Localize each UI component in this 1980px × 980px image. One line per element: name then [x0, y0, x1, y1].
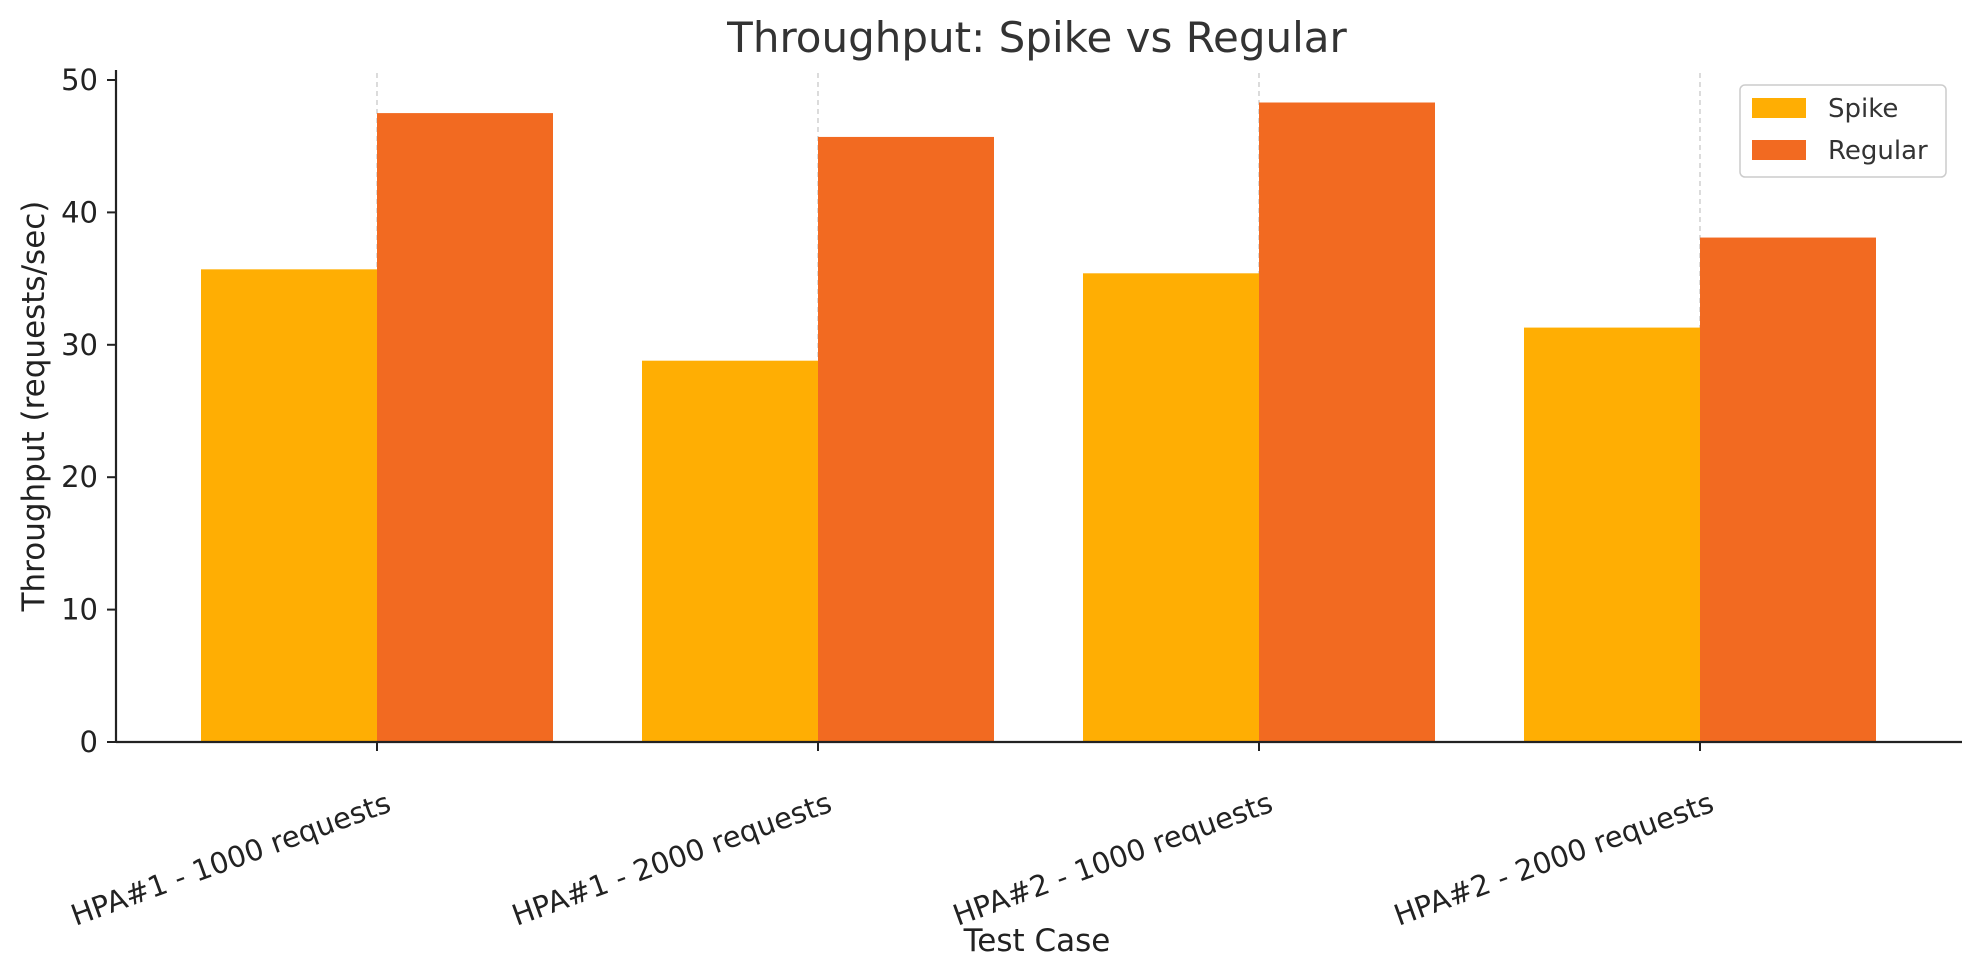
bar-regular — [1259, 102, 1435, 743]
bar-spike — [642, 360, 818, 742]
y-tick-label: 30 — [61, 328, 98, 362]
x-axis-label: Test Case — [963, 923, 1111, 959]
axes — [114, 70, 1962, 744]
y-tick-label: 40 — [61, 195, 98, 229]
y-axis-label: Throughput (requests/sec) — [16, 201, 52, 613]
y-ticks: 0 10 20 30 40 50 — [61, 63, 116, 759]
bar-spike — [1083, 273, 1259, 742]
x-tick-label: HPA#2 - 1000 requests — [948, 785, 1277, 932]
legend-label-regular: Regular — [1828, 136, 1928, 166]
x-tick-label: HPA#1 - 1000 requests — [66, 785, 395, 932]
bar-regular — [377, 113, 553, 743]
y-tick-label: 50 — [61, 63, 98, 97]
bar-regular — [1700, 237, 1876, 742]
bar-spike — [1524, 327, 1700, 742]
bar-regular — [818, 136, 994, 742]
legend-swatch-regular — [1752, 140, 1806, 160]
y-tick-label: 10 — [61, 593, 98, 627]
legend-label-spike: Spike — [1828, 94, 1898, 124]
legend-swatch-spike — [1752, 98, 1806, 118]
y-tick-label: 0 — [80, 725, 98, 759]
bar-spike — [201, 269, 377, 742]
bars — [201, 102, 1876, 743]
x-tick-label: HPA#2 - 2000 requests — [1389, 785, 1718, 932]
gridlines — [376, 73, 1701, 742]
chart-title: Throughput: Spike vs Regular — [726, 13, 1347, 62]
x-ticks: HPA#1 - 1000 requests HPA#1 - 2000 reques… — [66, 742, 1718, 933]
legend: Spike Regular — [1739, 84, 1947, 178]
y-tick-label: 20 — [61, 460, 98, 494]
x-tick-label: HPA#1 - 2000 requests — [507, 785, 836, 932]
